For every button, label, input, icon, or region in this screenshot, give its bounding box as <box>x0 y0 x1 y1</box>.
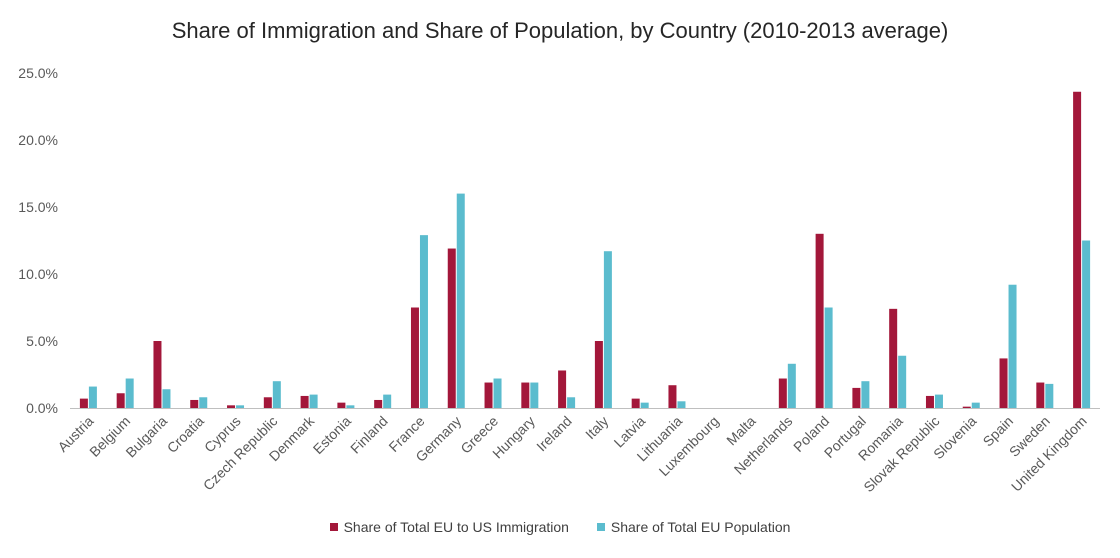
legend-swatch-population <box>596 523 605 531</box>
x-tick-label: Italy <box>582 413 611 442</box>
bar-immigration <box>410 307 419 408</box>
x-tick-label: Bulgaria <box>122 413 170 461</box>
chart-title: Share of Immigration and Share of Popula… <box>171 18 949 43</box>
bar-immigration <box>484 382 493 408</box>
bar-population <box>309 394 318 408</box>
bar-immigration <box>852 387 861 408</box>
x-tick-label: Estonia <box>310 413 354 457</box>
bars <box>79 91 1091 408</box>
bar-population <box>824 307 833 408</box>
bar-population <box>787 363 796 408</box>
bar-population <box>419 235 428 408</box>
bar-population <box>530 382 539 408</box>
bar-immigration <box>668 385 677 408</box>
bar-population <box>236 405 245 408</box>
bar-population <box>677 401 686 408</box>
bar-population <box>1008 284 1017 408</box>
bar-immigration <box>962 406 971 408</box>
bar-immigration <box>925 395 934 408</box>
bar-immigration <box>227 405 236 408</box>
bar-population <box>861 381 870 408</box>
bar-immigration <box>558 370 567 408</box>
bar-immigration <box>79 398 88 408</box>
bar-immigration <box>300 395 309 408</box>
bar-population <box>162 389 171 408</box>
bar-population <box>383 394 392 408</box>
legend-swatch-immigration <box>329 523 338 531</box>
legend: Share of Total EU to US Immigration Shar… <box>0 518 1120 535</box>
y-tick-label: 5.0% <box>26 333 58 349</box>
legend-item-population: Share of Total EU Population <box>596 519 791 535</box>
bar-population <box>640 402 649 408</box>
bar-population <box>603 251 612 408</box>
x-tick-label: Croatia <box>164 413 207 456</box>
bar-population <box>934 394 943 408</box>
bar-population <box>88 386 97 408</box>
bar-immigration <box>153 341 162 408</box>
y-tick-label: 10.0% <box>18 266 58 282</box>
legend-label-immigration: Share of Total EU to US Immigration <box>343 519 569 535</box>
bar-immigration <box>116 393 125 408</box>
x-tick-label: Ireland <box>533 413 575 455</box>
bar-population <box>493 378 502 408</box>
bar-immigration <box>1036 382 1045 408</box>
bar-population <box>1082 240 1091 408</box>
y-tick-label: 15.0% <box>18 199 58 215</box>
bar-population <box>272 381 281 408</box>
bar-population <box>456 193 465 408</box>
bar-population <box>346 405 355 408</box>
bar-immigration <box>631 398 640 408</box>
bar-population <box>125 378 134 408</box>
bar-immigration <box>815 233 824 408</box>
y-tick-label: 25.0% <box>18 65 58 81</box>
x-axis: AustriaBelgiumBulgariaCroatiaCyprusCzech… <box>54 408 1100 495</box>
bar-immigration <box>999 358 1008 408</box>
bar-population <box>971 402 980 408</box>
bar-immigration <box>521 382 530 408</box>
bar-immigration <box>1073 91 1082 408</box>
bar-population <box>898 355 907 408</box>
y-tick-label: 20.0% <box>18 132 58 148</box>
bar-immigration <box>889 308 898 408</box>
bar-population <box>1045 383 1054 408</box>
legend-label-population: Share of Total EU Population <box>610 519 791 535</box>
bar-immigration <box>337 402 346 408</box>
y-axis: 0.0% 5.0% 10.0% 15.0% 20.0% 25.0% <box>18 65 58 416</box>
bar-immigration <box>447 248 456 408</box>
bar-population <box>199 397 208 408</box>
bar-immigration <box>190 399 199 408</box>
x-tick-label: Finland <box>347 413 391 457</box>
bar-immigration <box>374 399 383 408</box>
bar-immigration <box>594 341 603 408</box>
bar-immigration <box>263 397 272 408</box>
legend-item-immigration: Share of Total EU to US Immigration <box>329 519 569 535</box>
bar-population <box>567 397 576 408</box>
bar-immigration <box>778 378 787 408</box>
y-tick-label: 0.0% <box>26 400 58 416</box>
